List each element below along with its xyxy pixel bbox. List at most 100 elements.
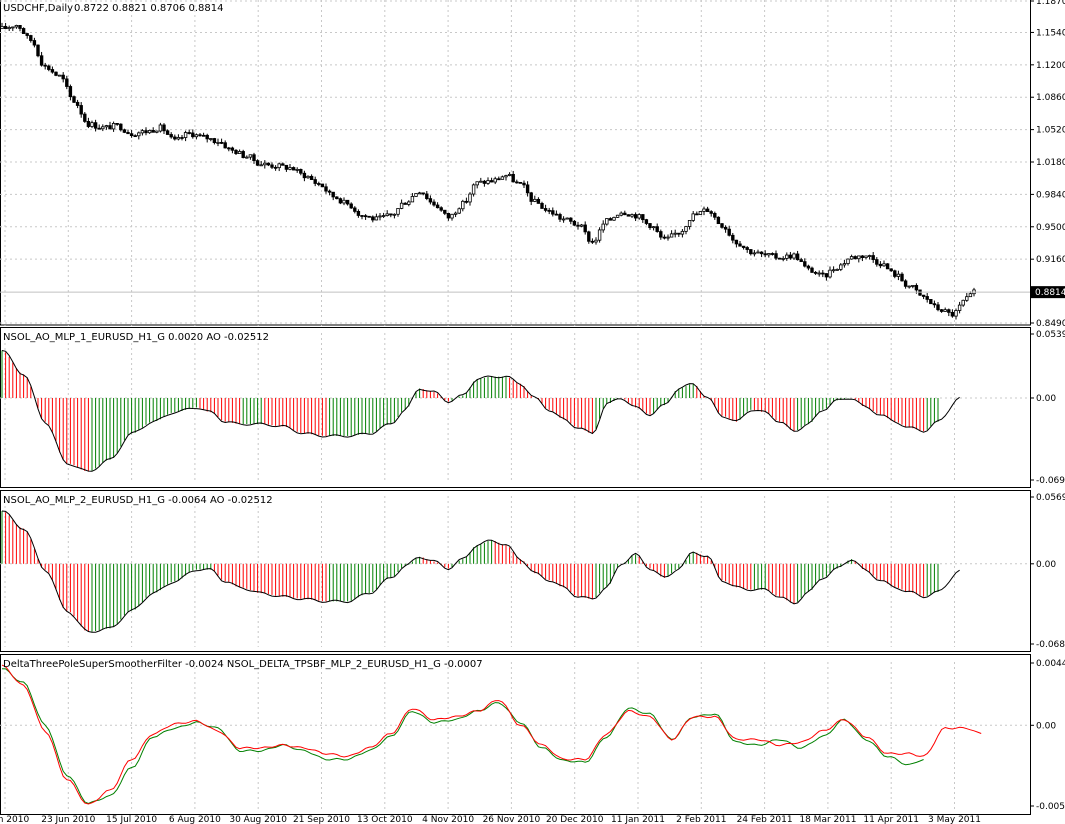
candle-body	[399, 202, 404, 209]
candle-body	[119, 123, 123, 131]
candle-body	[594, 239, 598, 243]
x-tick-label: 23 Jun 2010	[41, 815, 95, 824]
candle-body	[684, 226, 688, 232]
candle-body	[569, 217, 573, 222]
x-tick-label: 18 Mar 2011	[799, 815, 856, 824]
candle-body	[705, 208, 710, 213]
candle-body	[615, 214, 620, 218]
candle-body	[903, 280, 908, 287]
candle-body	[7, 27, 11, 30]
candle-body	[633, 214, 638, 219]
candle-body	[817, 272, 821, 275]
candle-body	[518, 181, 523, 184]
candle-body	[158, 124, 163, 132]
candle-body	[727, 228, 731, 236]
candle-body	[821, 272, 825, 275]
y-tick-label: 0.9840	[1036, 190, 1065, 200]
candle-body	[687, 220, 692, 227]
candle-body	[381, 215, 386, 217]
candle-body	[626, 214, 631, 217]
candle-body	[911, 285, 915, 287]
candle-body	[720, 223, 724, 228]
candle-body	[284, 164, 289, 170]
candle-body	[587, 231, 591, 242]
y-tick-label: 1.0180	[1036, 158, 1065, 168]
candle-body	[493, 178, 497, 183]
candle-body	[126, 131, 130, 135]
candle-body	[839, 264, 843, 270]
candle-body	[349, 203, 353, 209]
candle-body	[410, 196, 415, 203]
candle-body	[371, 216, 375, 221]
candle-body	[846, 258, 850, 264]
candle-body	[324, 186, 328, 192]
candle-body	[248, 154, 253, 158]
candle-body	[882, 263, 886, 267]
candle-body	[741, 245, 746, 248]
filter-pane-title: DeltaThreePoleSuperSmootherFilter -0.002…	[3, 659, 483, 670]
filter-pane-frame	[0, 654, 1031, 815]
candle-body	[745, 247, 749, 250]
candle-body	[306, 175, 310, 179]
candle-body	[360, 215, 364, 217]
price-pane-title: USDCHF,Daily	[3, 3, 73, 14]
candle-body	[835, 268, 839, 271]
y-tick-label: -0.0691	[1036, 476, 1065, 486]
candle-body	[551, 210, 555, 215]
candle-body	[644, 219, 649, 224]
candle-body	[900, 273, 904, 282]
candle-body	[831, 269, 836, 272]
candle-body	[950, 311, 955, 317]
candle-body	[824, 273, 829, 278]
candle-body	[245, 156, 249, 159]
y-tick-label: 1.0520	[1036, 126, 1065, 136]
candle-body	[313, 179, 317, 184]
ao1-pane-title: NSOL_AO_MLP_1_EURUSD_H1_G 0.0020 AO -0.0…	[3, 332, 269, 343]
candle-body	[212, 138, 217, 144]
current-price-label: 0.8814	[1035, 288, 1065, 298]
candle-body	[104, 125, 109, 128]
y-tick-label: 1.1870	[1036, 0, 1065, 7]
candle-body	[309, 175, 314, 180]
candle-body	[169, 134, 173, 138]
candle-body	[680, 230, 685, 235]
candle-body	[223, 142, 227, 149]
candle-body	[378, 215, 382, 218]
candle-body	[234, 149, 238, 154]
candle-body	[230, 147, 235, 151]
candle-body	[327, 190, 332, 193]
candle-body	[356, 210, 361, 216]
candle-body	[803, 261, 807, 267]
candle-body	[263, 162, 267, 166]
candle-body	[565, 217, 569, 220]
candle-body	[695, 213, 699, 216]
candle-body	[583, 224, 587, 233]
candle-body	[32, 40, 37, 46]
candle-body	[932, 303, 937, 306]
candle-body	[698, 211, 703, 215]
candle-body	[133, 135, 137, 138]
candle-body	[752, 252, 757, 255]
candle-body	[414, 193, 418, 197]
candle-body	[147, 130, 152, 134]
candle-body	[605, 218, 609, 225]
candle-body	[540, 203, 544, 209]
candle-body	[129, 133, 134, 137]
candle-body	[403, 202, 407, 205]
candle-body	[471, 184, 476, 195]
x-tick-label: 4 Nov 2010	[422, 815, 474, 824]
candle-body	[43, 64, 47, 67]
candle-body	[738, 243, 742, 247]
candle-body	[241, 151, 245, 159]
candle-body	[335, 196, 339, 200]
candle-body	[957, 304, 962, 311]
candle-body	[482, 180, 487, 184]
y-tick-label: 1.1540	[1036, 28, 1065, 38]
candle-body	[601, 223, 605, 231]
candle-body	[191, 132, 195, 138]
candle-body	[547, 209, 551, 212]
ao1-series	[0, 350, 1030, 472]
candle-body	[774, 253, 778, 259]
candle-body	[367, 215, 371, 218]
